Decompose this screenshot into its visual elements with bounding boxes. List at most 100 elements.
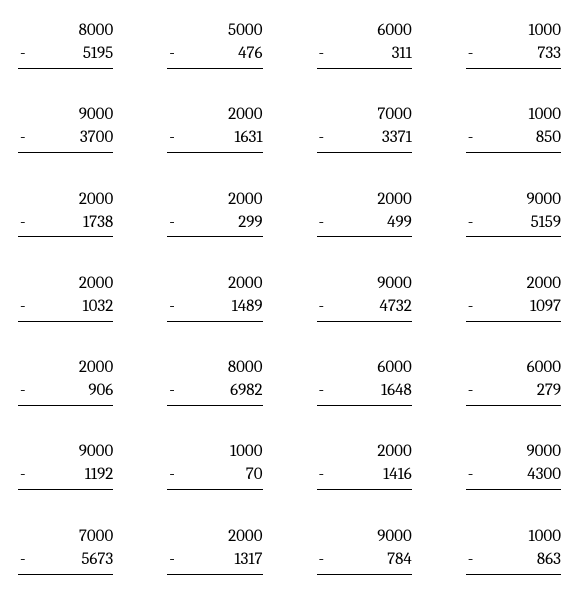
subtrahend: 311 xyxy=(324,43,412,66)
subtraction-problem: 1000-850 xyxy=(466,104,567,158)
subtraction-problem: 9000-5159 xyxy=(466,189,567,243)
subtraction-problem: 2000-906 xyxy=(18,357,119,411)
subtrahend: 279 xyxy=(473,380,561,403)
subtraction-problem: 1000-863 xyxy=(466,526,567,580)
subtraction-problem: 7000-3371 xyxy=(317,104,418,158)
minuend: 2000 xyxy=(167,104,262,127)
minuend: 2000 xyxy=(317,189,412,212)
minuend: 8000 xyxy=(167,357,262,380)
operator: - xyxy=(317,296,325,319)
minuend: 9000 xyxy=(317,273,412,296)
operator: - xyxy=(466,43,474,66)
operator: - xyxy=(167,212,175,235)
subtrahend: 3700 xyxy=(26,127,114,150)
subtrahend: 1097 xyxy=(473,296,561,319)
subtraction-problem: 6000-279 xyxy=(466,357,567,411)
minuend: 9000 xyxy=(317,526,412,549)
subtraction-problem: 2000-499 xyxy=(317,189,418,243)
subtraction-problem: 2000-1738 xyxy=(18,189,119,243)
subtrahend: 499 xyxy=(324,212,412,235)
minuend: 9000 xyxy=(18,104,113,127)
subtraction-problem: 8000-6982 xyxy=(167,357,268,411)
subtrahend: 1416 xyxy=(324,464,412,487)
operator: - xyxy=(18,127,26,150)
minuend: 2000 xyxy=(18,357,113,380)
subtraction-problem: 9000-4300 xyxy=(466,441,567,495)
minuend: 5000 xyxy=(167,20,262,43)
operator: - xyxy=(317,43,325,66)
operator: - xyxy=(18,43,26,66)
operator: - xyxy=(317,380,325,403)
operator: - xyxy=(466,212,474,235)
operator: - xyxy=(167,296,175,319)
minuend: 9000 xyxy=(466,189,561,212)
subtrahend: 4300 xyxy=(473,464,561,487)
subtraction-problem: 2000-299 xyxy=(167,189,268,243)
subtrahend: 1317 xyxy=(175,549,263,572)
operator: - xyxy=(18,549,26,572)
subtraction-problem: 9000-784 xyxy=(317,526,418,580)
subtrahend: 5159 xyxy=(473,212,561,235)
minuend: 1000 xyxy=(466,526,561,549)
operator: - xyxy=(466,127,474,150)
subtrahend: 70 xyxy=(175,464,263,487)
operator: - xyxy=(167,549,175,572)
operator: - xyxy=(466,464,474,487)
operator: - xyxy=(167,43,175,66)
operator: - xyxy=(18,464,26,487)
minuend: 9000 xyxy=(466,441,561,464)
subtrahend: 1648 xyxy=(324,380,412,403)
subtrahend: 3371 xyxy=(324,127,412,150)
subtraction-problem: 2000-1097 xyxy=(466,273,567,327)
operator: - xyxy=(317,464,325,487)
subtrahend: 5673 xyxy=(26,549,114,572)
minuend: 1000 xyxy=(466,104,561,127)
subtrahend: 850 xyxy=(473,127,561,150)
operator: - xyxy=(167,380,175,403)
subtraction-problem: 9000-3700 xyxy=(18,104,119,158)
subtraction-problem: 9000-4732 xyxy=(317,273,418,327)
subtrahend: 1192 xyxy=(26,464,114,487)
operator: - xyxy=(317,212,325,235)
minuend: 8000 xyxy=(18,20,113,43)
subtrahend: 1738 xyxy=(26,212,114,235)
subtrahend: 784 xyxy=(324,549,412,572)
subtraction-problem: 9000-1192 xyxy=(18,441,119,495)
minuend: 2000 xyxy=(167,189,262,212)
subtrahend: 4732 xyxy=(324,296,412,319)
subtrahend: 1489 xyxy=(175,296,263,319)
subtraction-problem: 5000-476 xyxy=(167,20,268,74)
minuend: 1000 xyxy=(466,20,561,43)
subtraction-problem: 1000-733 xyxy=(466,20,567,74)
operator: - xyxy=(466,380,474,403)
operator: - xyxy=(466,296,474,319)
subtrahend: 863 xyxy=(473,549,561,572)
minuend: 2000 xyxy=(317,441,412,464)
operator: - xyxy=(18,296,26,319)
subtraction-problem: 6000-311 xyxy=(317,20,418,74)
minuend: 6000 xyxy=(317,20,412,43)
subtraction-problem: 8000-5195 xyxy=(18,20,119,74)
subtrahend: 733 xyxy=(473,43,561,66)
subtraction-problem: 7000-5673 xyxy=(18,526,119,580)
subtrahend: 906 xyxy=(26,380,114,403)
worksheet-grid: 8000-51955000-4766000-3111000-7339000-37… xyxy=(18,20,567,580)
minuend: 9000 xyxy=(18,441,113,464)
subtrahend: 1631 xyxy=(175,127,263,150)
minuend: 7000 xyxy=(317,104,412,127)
subtraction-problem: 2000-1631 xyxy=(167,104,268,158)
operator: - xyxy=(317,127,325,150)
operator: - xyxy=(466,549,474,572)
subtraction-problem: 2000-1416 xyxy=(317,441,418,495)
minuend: 7000 xyxy=(18,526,113,549)
operator: - xyxy=(167,127,175,150)
subtrahend: 6982 xyxy=(175,380,263,403)
minuend: 2000 xyxy=(466,273,561,296)
operator: - xyxy=(18,380,26,403)
operator: - xyxy=(167,464,175,487)
subtrahend: 476 xyxy=(175,43,263,66)
operator: - xyxy=(317,549,325,572)
subtrahend: 299 xyxy=(175,212,263,235)
subtrahend: 5195 xyxy=(26,43,114,66)
minuend: 1000 xyxy=(167,441,262,464)
